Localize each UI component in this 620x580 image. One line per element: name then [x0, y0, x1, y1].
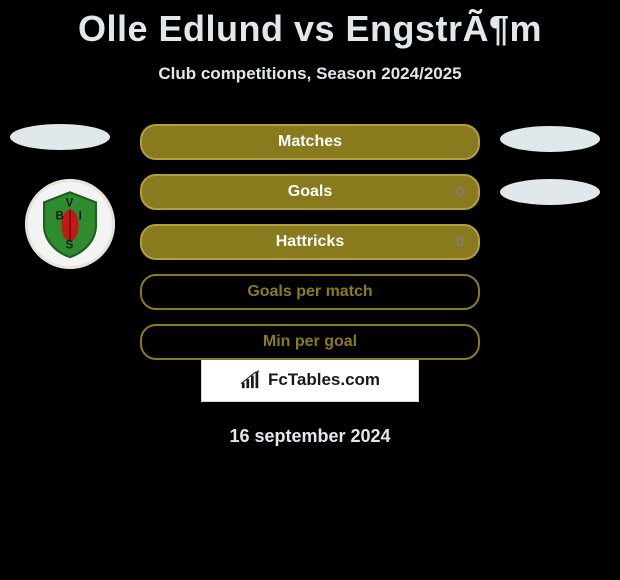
attribution-box: FcTables.com [201, 358, 419, 402]
svg-text:I: I [79, 211, 82, 223]
stat-bar: Matches [140, 124, 480, 160]
stat-bar: Hattricks 0 [140, 224, 480, 260]
stat-value: 0 [456, 234, 464, 251]
comparison-chart: B V I S Matches Goals 0 Hattricks 0 Goal… [0, 124, 620, 344]
crest-icon: B V I S [34, 188, 106, 260]
subtitle: Club competitions, Season 2024/2025 [0, 64, 620, 84]
stat-bar: Min per goal [140, 324, 480, 360]
stat-label: Hattricks [276, 233, 344, 251]
stat-bars: Matches Goals 0 Hattricks 0 Goals per ma… [140, 124, 480, 360]
date-label: 16 september 2024 [0, 426, 620, 447]
page-title: Olle Edlund vs EngstrÃ¶m [0, 0, 620, 50]
attribution-text: FcTables.com [268, 370, 380, 390]
svg-text:V: V [66, 198, 74, 210]
stat-value: 0 [456, 184, 464, 201]
svg-text:B: B [56, 211, 64, 223]
stat-bar: Goals per match [140, 274, 480, 310]
svg-text:S: S [66, 239, 74, 251]
stat-label: Matches [278, 133, 342, 151]
club-crest: B V I S [25, 179, 115, 269]
stat-bar: Goals 0 [140, 174, 480, 210]
bars-chart-icon [240, 370, 262, 390]
stat-label: Goals per match [247, 283, 372, 301]
stat-label: Goals [288, 183, 332, 201]
player-badge-right-2 [500, 179, 600, 205]
stat-label: Min per goal [263, 333, 357, 351]
player-badge-right-1 [500, 126, 600, 152]
player-badge-left [10, 124, 110, 150]
